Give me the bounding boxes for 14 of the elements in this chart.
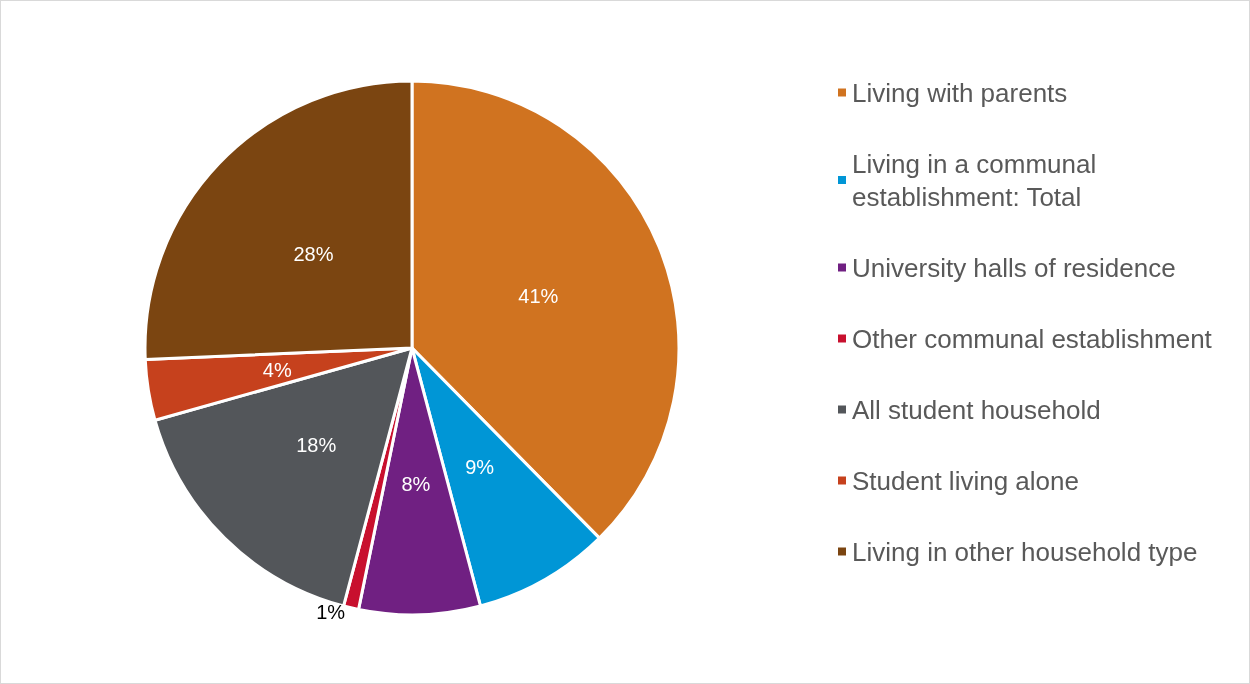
legend-label: Living with parents	[852, 77, 1068, 108]
legend-label: University halls of residence	[852, 252, 1176, 283]
legend-label: Living in other household type	[852, 536, 1198, 567]
data-label: 9%	[465, 455, 495, 478]
data-label: 1%	[316, 600, 346, 623]
data-label: 8%	[401, 473, 431, 496]
data-label: 4%	[262, 358, 292, 381]
legend-label: Living in a communal establishment: Total	[852, 148, 1104, 212]
data-label: 18%	[296, 434, 337, 457]
data-label: 41%	[518, 285, 559, 308]
legend-label: All student household	[852, 394, 1101, 425]
legend-label: Student living alone	[852, 465, 1079, 496]
data-label: 28%	[293, 242, 334, 265]
legend-label: Other communal establishment	[852, 323, 1213, 354]
